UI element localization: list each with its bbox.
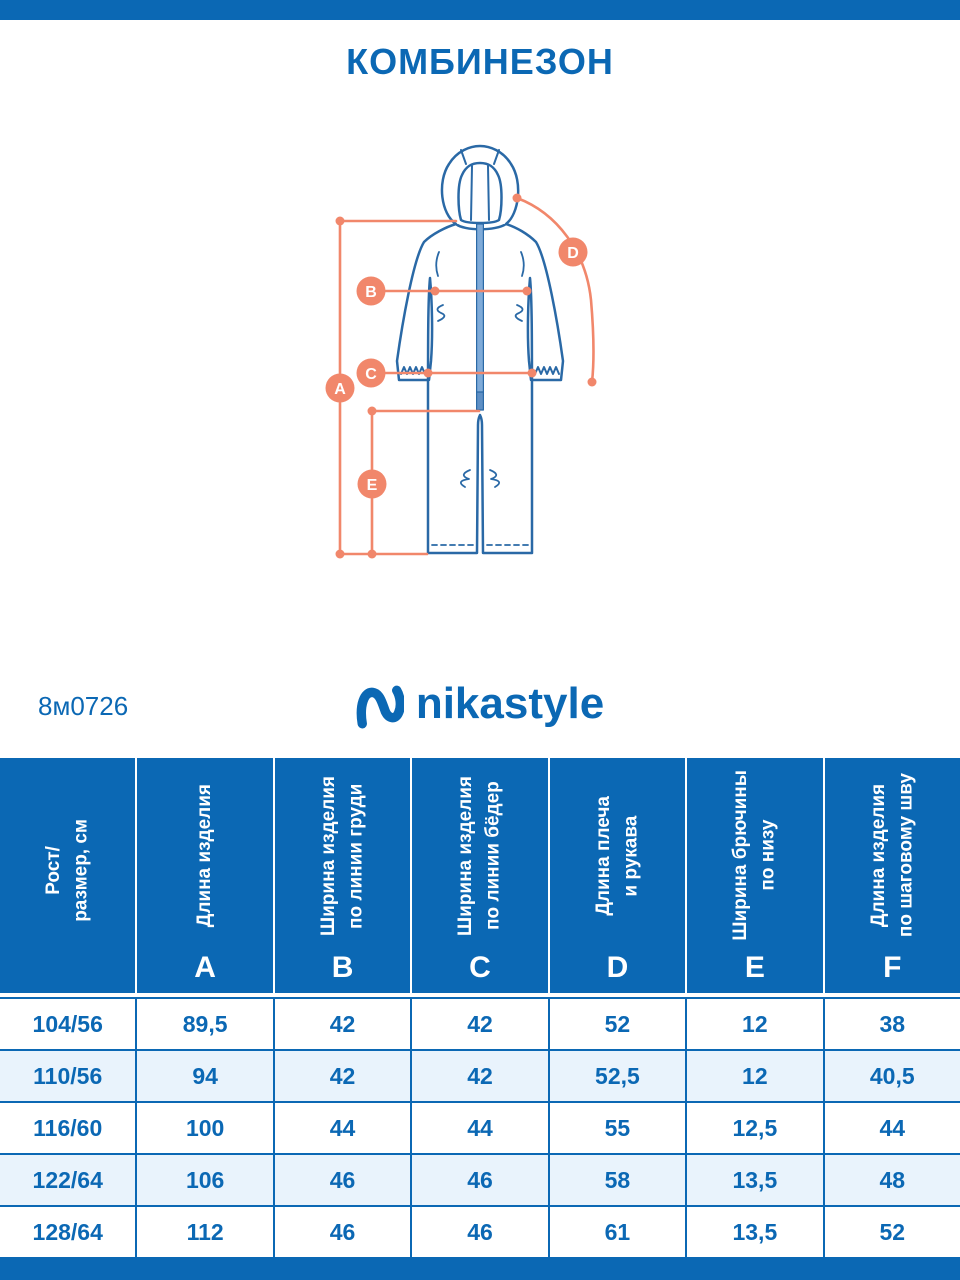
value-cell: 100: [137, 1103, 273, 1153]
zipper: [476, 223, 485, 409]
value-cell: 44: [824, 1103, 960, 1153]
value-cell: 106: [137, 1155, 273, 1205]
column-letter: D: [606, 951, 629, 984]
bottom-accent-band: [0, 1257, 960, 1280]
value-cell: 38: [824, 999, 960, 1049]
product-code: 8м0726: [38, 691, 129, 721]
value-cell: 12: [687, 999, 823, 1049]
value-cell: 55: [549, 1103, 686, 1153]
measurement-dots: [335, 193, 597, 559]
header-cell-A: Длина изделия A: [137, 758, 273, 993]
header-cell-D: Длина плеча и рукава D: [549, 758, 686, 993]
column-letter: C: [469, 951, 491, 984]
zipper-pull: [476, 391, 485, 411]
fabric-folds: [435, 251, 525, 488]
value-cell: 52: [549, 999, 686, 1049]
value-cell: 12,5: [687, 1103, 823, 1153]
header-cell-size: Рост/ размер, см: [0, 758, 136, 993]
badge-D: D: [558, 237, 588, 267]
value-cell: 48: [824, 1155, 960, 1205]
value-cell: 46: [412, 1207, 548, 1257]
column-label: Ширина изделия по линии груди: [318, 775, 367, 936]
header-cell-F: Длина изделия по шаговому шву F: [824, 758, 960, 993]
value-cell: 42: [412, 1051, 548, 1101]
table-row: 122/64 106 46 46 58 13,5 48: [0, 1153, 960, 1205]
value-cell: 13,5: [687, 1155, 823, 1205]
column-label: Длина изделия: [194, 783, 216, 928]
value-cell: 112: [137, 1207, 273, 1257]
size-cell: 110/56: [0, 1051, 136, 1101]
brand-logo: nikastyle: [0, 677, 960, 735]
size-table: Рост/ размер, см Длина изделия A Ширина …: [0, 758, 960, 1257]
coverall-drawing: [395, 144, 565, 555]
size-cell: 104/56: [0, 999, 136, 1049]
header-cell-E: Ширина брючины по низу E: [687, 758, 823, 993]
value-cell: 42: [274, 1051, 411, 1101]
badge-E: E: [357, 469, 387, 499]
value-cell: 42: [412, 999, 548, 1049]
column-label: Длина изделия по шаговому шву: [867, 773, 917, 938]
column-letter: F: [883, 951, 902, 984]
table-body: 104/56 89,5 42 42 52 12 38 110/56 94 42 …: [0, 997, 960, 1257]
value-cell: 44: [412, 1103, 548, 1153]
badge-A: A: [325, 373, 355, 403]
hood-opening: [457, 161, 503, 225]
value-cell: 89,5: [137, 999, 273, 1049]
brand-logo-icon: [356, 685, 404, 729]
size-cell: 128/64: [0, 1207, 136, 1257]
size-cell: 122/64: [0, 1155, 136, 1205]
value-cell: 46: [274, 1207, 411, 1257]
header-cell-C: Ширина изделия по линии бёдер C: [412, 758, 548, 993]
value-cell: 12: [687, 1051, 823, 1101]
badge-C-letter: C: [365, 366, 377, 383]
top-accent-band: [0, 0, 960, 20]
page-title: КОМБИНЕЗОН: [346, 41, 614, 82]
badge-B: B: [356, 276, 386, 306]
column-label: Ширина брючины по низу: [730, 770, 779, 941]
value-cell: 61: [549, 1207, 686, 1257]
value-cell: 46: [412, 1155, 548, 1205]
measure-D-line: [515, 196, 595, 384]
table-row: 128/64 112 46 46 61 13,5 52: [0, 1205, 960, 1257]
size-cell: 116/60: [0, 1103, 136, 1153]
column-letter: E: [744, 951, 765, 984]
value-cell: 44: [274, 1103, 411, 1153]
garment-measurement-diagram: A B C D E: [325, 144, 597, 559]
badge-E-letter: E: [367, 477, 378, 494]
value-cell: 52,5: [549, 1051, 686, 1101]
value-cell: 52: [824, 1207, 960, 1257]
value-cell: 42: [274, 999, 411, 1049]
badge-C: C: [356, 358, 386, 388]
table-row: 104/56 89,5 42 42 52 12 38: [0, 997, 960, 1049]
value-cell: 40,5: [824, 1051, 960, 1101]
hood-seams: [460, 149, 500, 221]
column-label: Рост/ размер, см: [43, 819, 92, 922]
brand-logo-text: nikastyle: [415, 679, 605, 728]
value-cell: 94: [137, 1051, 273, 1101]
badge-D-letter: D: [567, 245, 579, 262]
brand-row: 8м0726 nikastyle: [0, 677, 960, 735]
column-letter: A: [194, 951, 216, 984]
badge-B-letter: B: [365, 284, 377, 301]
value-cell: 46: [274, 1155, 411, 1205]
badge-A-letter: A: [334, 381, 346, 398]
measurement-lines: [338, 196, 595, 556]
measurement-badges: A B C D E: [325, 237, 588, 499]
table-header: Рост/ размер, см Длина изделия A Ширина …: [0, 758, 960, 993]
column-label: Ширина изделия по линии бёдер: [455, 775, 504, 936]
header-cell-B: Ширина изделия по линии груди B: [274, 758, 411, 993]
table-row: 110/56 94 42 42 52,5 12 40,5: [0, 1049, 960, 1101]
table-row: 116/60 100 44 44 55 12,5 44: [0, 1101, 960, 1153]
column-label: Длина плеча и рукава: [592, 795, 642, 916]
column-letter: B: [331, 951, 354, 984]
value-cell: 58: [549, 1155, 686, 1205]
value-cell: 13,5: [687, 1207, 823, 1257]
